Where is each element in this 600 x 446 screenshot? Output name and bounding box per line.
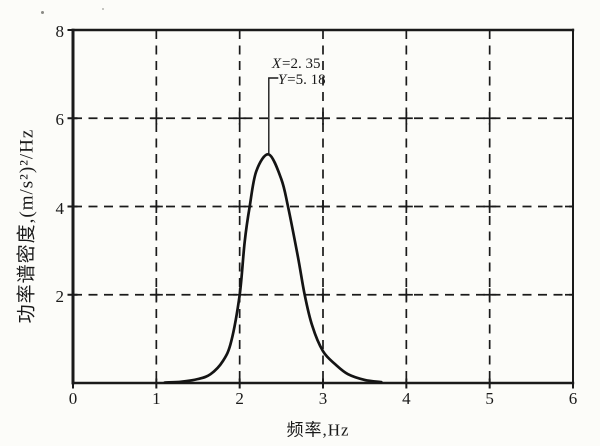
- x-axis-label: 频率,Hz: [286, 420, 350, 440]
- x-tick-label: 2: [235, 389, 244, 408]
- annotation-x-variable: X: [271, 56, 281, 72]
- x-tick-label: 3: [318, 389, 328, 408]
- y-tick-label: 6: [55, 110, 65, 130]
- x-tick-label: 4: [402, 389, 411, 408]
- y-tick-label: 4: [55, 198, 65, 218]
- annotation-y-variable: Y: [277, 71, 287, 88]
- peak-annotation: X=2. 35 Y=5. 18: [271, 56, 326, 89]
- y-tick-label: 8: [55, 22, 65, 41]
- annotation-y-value: =5. 18: [287, 71, 326, 88]
- annotation-x-line: X=2. 35: [271, 56, 326, 73]
- scan-speckle: [41, 11, 44, 14]
- y-tick-label: 2: [55, 286, 65, 306]
- annotation-y-line: Y=5. 18: [277, 71, 326, 89]
- annotation-x-value: =2. 35: [282, 56, 321, 72]
- x-tick-label: 0: [68, 389, 78, 408]
- x-tick-label: 5: [485, 389, 494, 408]
- annotation-leader-line: [268, 77, 279, 155]
- scan-speckle: [102, 8, 104, 10]
- psd-curve: [163, 153, 383, 384]
- x-tick-label: 6: [568, 389, 578, 408]
- x-tick-label: 1: [152, 389, 161, 408]
